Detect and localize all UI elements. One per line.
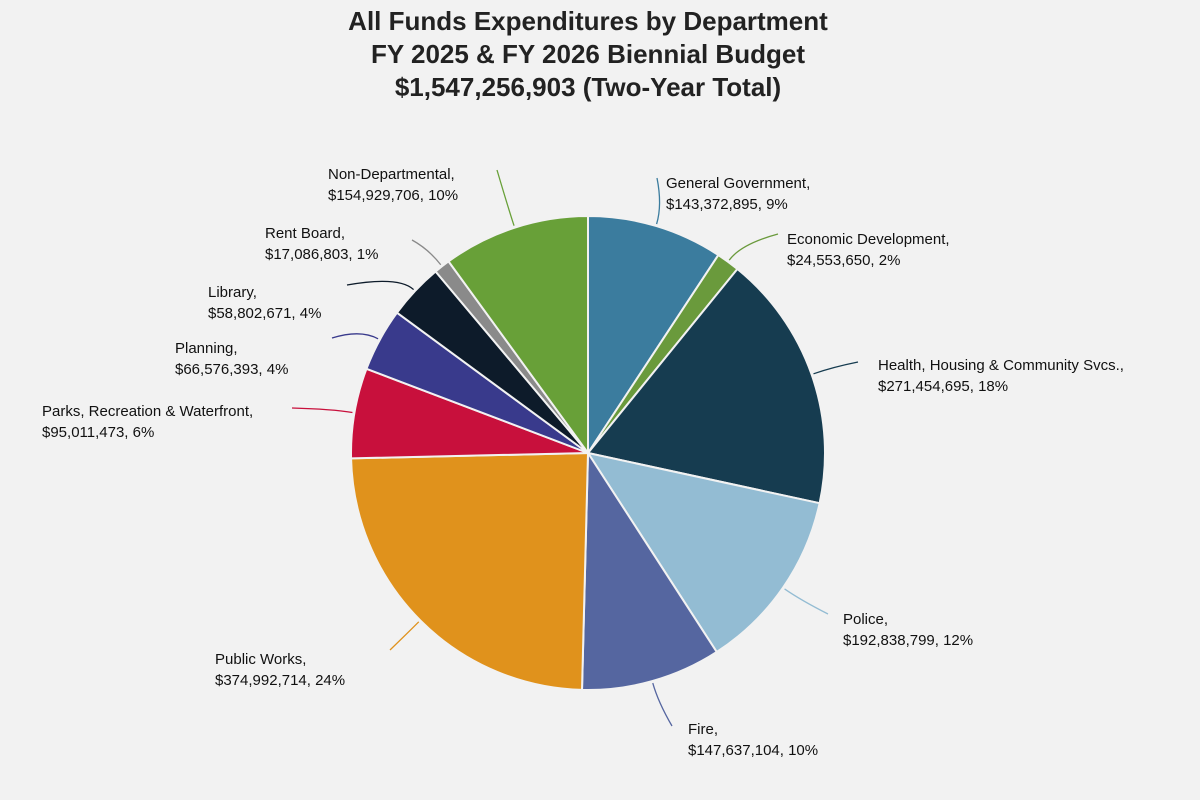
value-label: $66,576,393, 4%	[175, 361, 288, 378]
value-label: $17,086,803, 1%	[265, 246, 378, 263]
slice-label: Planning,	[175, 340, 238, 357]
leader-line	[496, 169, 515, 226]
leader-line	[813, 361, 859, 375]
slice-label: Economic Development,	[787, 231, 950, 248]
leader-line	[784, 588, 829, 615]
leader-line	[411, 239, 442, 266]
leader-line	[652, 682, 673, 727]
leader-line	[389, 621, 420, 651]
chart-title: All Funds Expenditures by Department	[348, 6, 828, 36]
leader-line	[728, 233, 779, 261]
chart-total: $1,547,256,903 (Two-Year Total)	[395, 72, 781, 102]
slice-label: Parks, Recreation & Waterfront,	[42, 403, 253, 420]
value-label: $24,553,650, 2%	[787, 252, 900, 269]
pie-slice	[587, 214, 720, 457]
slice-label: Health, Housing & Community Svcs.,	[878, 357, 1124, 374]
slice-label: Rent Board,	[265, 225, 345, 242]
value-label: $95,011,473, 6%	[42, 424, 154, 441]
value-label: $192,838,799, 12%	[843, 632, 973, 649]
slice-label: Library,	[208, 284, 257, 301]
leader-line	[291, 407, 353, 414]
leader-line	[655, 177, 661, 225]
slice-label: Fire,	[688, 721, 718, 738]
value-label: $271,454,695, 18%	[878, 378, 1008, 395]
slice-label: General Government,	[666, 175, 810, 192]
slice-label: Police,	[843, 611, 888, 628]
value-label: $143,372,895, 9%	[666, 196, 788, 213]
pie-slice	[585, 451, 821, 654]
slice-label: Public Works,	[215, 651, 306, 668]
pie-slice	[447, 214, 589, 457]
pie-slice	[586, 267, 826, 505]
slice-label: Non-Departmental,	[328, 166, 455, 183]
value-label: $154,929,706, 10%	[328, 187, 458, 204]
value-label: $374,992,714, 24%	[215, 672, 345, 689]
leader-line	[331, 333, 379, 340]
value-label: $58,802,671, 4%	[208, 305, 321, 322]
chart-subtitle: FY 2025 & FY 2026 Biennial Budget	[371, 39, 805, 69]
pie-slice	[350, 451, 590, 691]
leader-line	[346, 280, 415, 291]
pie-slice	[580, 449, 719, 691]
value-label: $147,637,104, 10%	[688, 742, 818, 759]
